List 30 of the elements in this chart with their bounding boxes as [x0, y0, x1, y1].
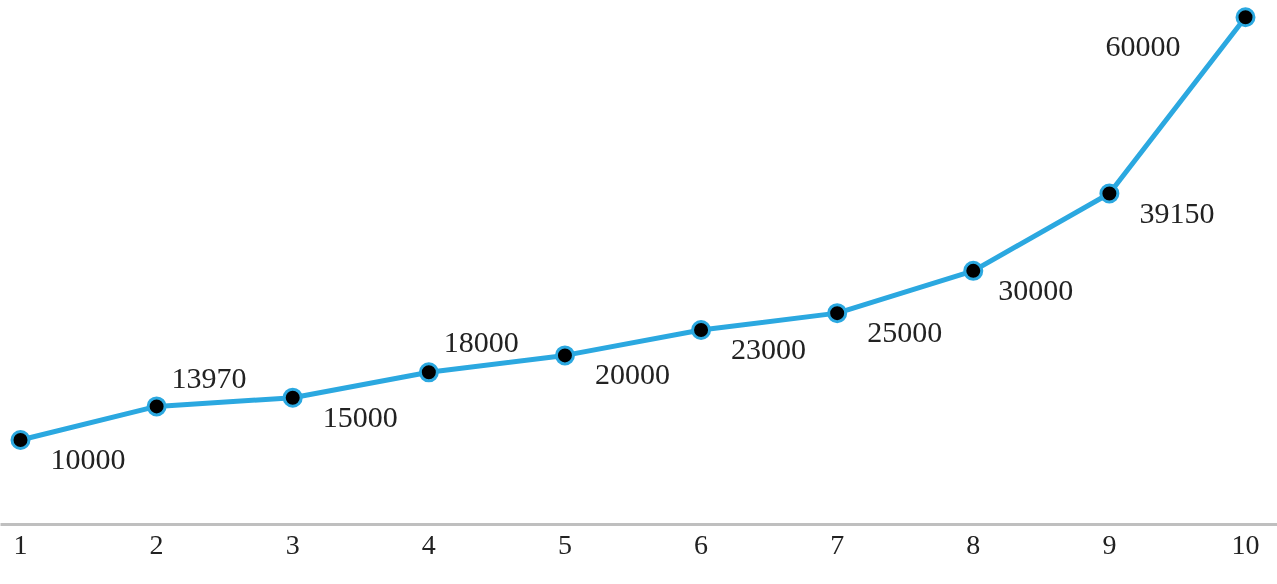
point — [1099, 183, 1120, 204]
x-tick-label: 7 — [830, 528, 845, 560]
data-label: 30000 — [998, 272, 1074, 306]
point — [963, 260, 984, 281]
x-tick-label: 3 — [285, 528, 300, 560]
x-tick-label: 10 — [1231, 528, 1260, 560]
data-label: 39150 — [1139, 195, 1215, 229]
point — [146, 396, 167, 417]
point — [554, 345, 575, 366]
data-label: 13970 — [171, 361, 247, 395]
x-tick-label: 6 — [694, 528, 709, 560]
point — [691, 320, 712, 341]
x-tick-label: 8 — [966, 528, 981, 560]
data-label: 20000 — [594, 357, 670, 391]
data-label: 15000 — [322, 399, 398, 433]
x-tick-label: 5 — [557, 528, 572, 560]
data-label: 10000 — [50, 441, 126, 475]
x-tick-label: 9 — [1102, 528, 1117, 560]
x-tick-label: 1 — [13, 528, 28, 560]
x-tick-label: 2 — [149, 528, 164, 560]
point — [10, 429, 31, 450]
data-label: 60000 — [1105, 29, 1181, 63]
point — [1235, 7, 1256, 28]
data-label: 18000 — [443, 325, 519, 359]
x-tick-label: 4 — [421, 528, 436, 560]
point — [827, 303, 848, 324]
point — [282, 387, 303, 408]
point — [418, 362, 439, 383]
data-label: 25000 — [867, 315, 943, 349]
data-label: 23000 — [731, 332, 807, 366]
